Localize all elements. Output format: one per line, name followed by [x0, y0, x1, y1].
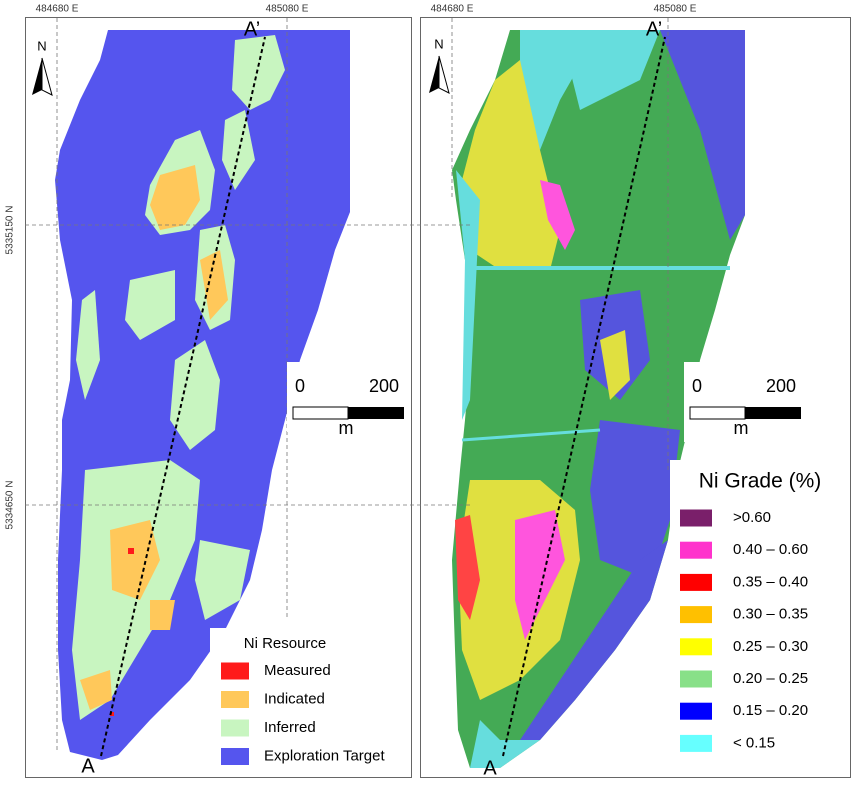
legend-swatch [221, 719, 249, 737]
legend-swatch [680, 702, 712, 720]
scale-label: 0 [692, 376, 702, 396]
northing-label: 5335150 N [5, 206, 16, 255]
easting-label: 484680 E [431, 4, 474, 15]
legend-swatch [680, 541, 712, 559]
legend-swatch [680, 638, 712, 656]
scale-bar: 0 200 m [292, 376, 404, 438]
legend-label: 0.30 – 0.35 [733, 606, 808, 623]
legend-swatch [680, 606, 712, 624]
legend-swatch [680, 509, 712, 527]
legend-label: 0.20 – 0.25 [733, 670, 808, 687]
north-arrow: N [32, 38, 53, 96]
legend-label: 0.15 – 0.20 [733, 702, 808, 719]
scale-bg [684, 362, 814, 442]
scale-label: 200 [766, 376, 796, 396]
section-end: A’ [244, 18, 260, 40]
legend-label: >0.60 [733, 509, 771, 526]
legend-title: Ni Resource [244, 635, 327, 652]
legend-swatch [221, 662, 249, 680]
legend-label: Inferred [264, 719, 316, 736]
section-end: A’ [646, 18, 662, 40]
scale-label: 0 [295, 376, 305, 396]
legend-label: 0.25 – 0.30 [733, 638, 808, 655]
legend: Ni Grade (%) >0.60 0.40 – 0.60 0.35 – 0.40… [680, 470, 821, 752]
north-arrow: N [429, 36, 450, 94]
section-line [502, 36, 666, 757]
section-line [100, 36, 266, 757]
scale-bar: 0 200 m [689, 376, 801, 438]
scale-label: 200 [369, 376, 399, 396]
scale-bg [287, 362, 411, 432]
section-start: A [483, 757, 497, 779]
legend-swatch [221, 691, 249, 708]
legend-swatch [680, 734, 712, 752]
scale-unit: m [734, 418, 749, 438]
section-start: A [81, 755, 95, 777]
legend-label: 0.35 – 0.40 [733, 573, 808, 590]
easting-label: 484680 E [36, 4, 79, 15]
legend-swatch [221, 748, 249, 765]
left-map [55, 30, 350, 760]
grid-lines [25, 18, 669, 750]
scale-unit: m [339, 418, 354, 438]
right-map [452, 30, 745, 768]
north-label: N [434, 36, 443, 51]
legend-label: Exploration Target [264, 747, 385, 764]
legend-label: Indicated [264, 690, 325, 707]
legend-swatch [680, 670, 712, 688]
legend-label: Measured [264, 662, 331, 679]
north-label: N [37, 38, 46, 53]
easting-label: 485080 E [654, 4, 697, 15]
legend-label: < 0.15 [733, 734, 775, 751]
legend-swatch [680, 573, 712, 591]
northing-label: 5334650 N [5, 481, 16, 530]
legend-label: 0.40 – 0.60 [733, 541, 808, 558]
easting-label: 485080 E [266, 4, 309, 15]
legend: Ni Resource Measured Indicated Inferred Exp… [221, 635, 385, 765]
legend-title: Ni Grade (%) [699, 470, 822, 493]
